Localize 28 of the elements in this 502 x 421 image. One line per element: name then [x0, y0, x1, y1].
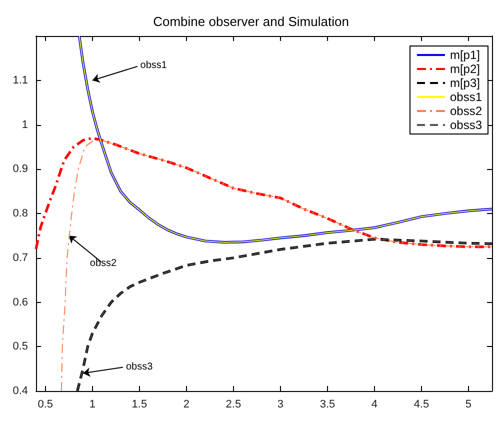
y-tick-label: 1.1	[12, 74, 28, 86]
annotation: obss3	[126, 361, 154, 372]
x-tick-label: 5	[465, 398, 472, 410]
x-tick-label: 3	[277, 398, 284, 410]
annotation: obss2	[90, 258, 118, 270]
x-tick-label: 1	[89, 398, 96, 410]
y-tick-label: 0.8	[12, 208, 28, 220]
y-tick-label: 0.4	[12, 385, 28, 397]
x-tick-label: 3.5	[320, 398, 336, 410]
chart-title: Combine observer and Simulation	[153, 14, 349, 29]
annotation: obss1	[140, 60, 168, 71]
x-tick-label: 0.5	[38, 398, 54, 410]
legend-label: obss2	[450, 104, 482, 118]
y-tick-label: 0.7	[12, 252, 28, 264]
y-tick-label: 1	[22, 118, 28, 131]
legend-label: m[p3]	[450, 76, 480, 90]
y-tick-label: 0.5	[12, 340, 28, 353]
x-tick-label: 4.5	[414, 398, 430, 410]
x-tick-label: 2.5	[226, 398, 242, 410]
y-tick-label: 0.9	[12, 163, 28, 176]
x-tick-label: 2	[183, 398, 190, 410]
y-tick-label: 0.6	[12, 296, 28, 308]
legend-label: m[p1]	[450, 48, 480, 62]
x-tick-label: 1.5	[132, 398, 148, 410]
legend-label: obss3	[450, 118, 482, 132]
legend-label: obss1	[450, 90, 482, 104]
x-tick-label: 4	[371, 398, 378, 410]
legend-label: m[p2]	[450, 62, 480, 76]
